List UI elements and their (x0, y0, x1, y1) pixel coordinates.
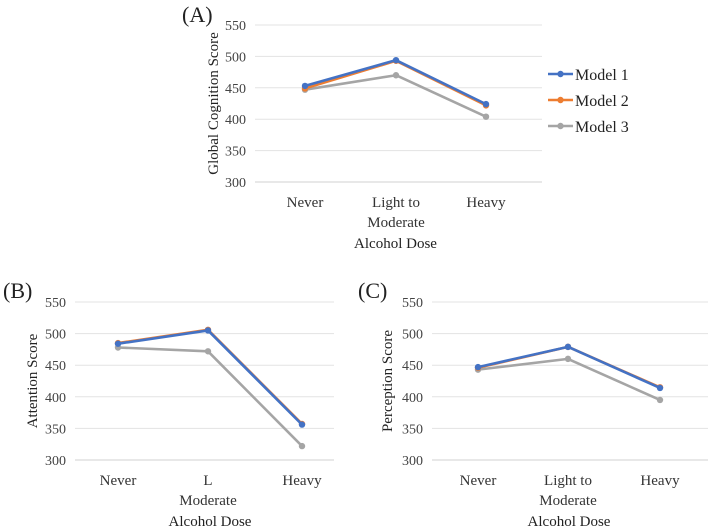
panel-b-data-point-model-1 (114, 340, 122, 347)
panel-a-data-point-model-1 (301, 82, 309, 90)
panel-c-x-tick-label: Light to (544, 473, 592, 489)
panel-b-x-tick-label: Never (100, 473, 137, 489)
panel-b-x-axis-title: Alcohol Dose (169, 514, 252, 530)
panel-c-y-tick-label: 450 (402, 359, 423, 374)
panel-a-x-tick-label: Moderate (367, 215, 425, 231)
panel-b-x-tick-label: Heavy (282, 473, 322, 489)
panel-b-x-tick-label: L (203, 473, 212, 489)
legend-marker-model-2 (557, 96, 564, 104)
panel-a-x-axis-title: Alcohol Dose (354, 236, 437, 252)
panel-b-y-tick-label: 550 (45, 296, 66, 311)
panel-b-y-tick-label: 350 (45, 422, 66, 437)
panel-a-series-line-model-2 (304, 59, 487, 107)
panel-b-data-point-model-3 (298, 442, 306, 450)
panel-a-data-point-model-3 (392, 72, 400, 79)
panel-b-y-tick-label: 300 (45, 454, 66, 469)
panel-a-y-tick-label: 450 (225, 82, 246, 97)
panel-b-data-point-model-3 (204, 348, 212, 355)
panel-c-label: (C) (358, 278, 387, 303)
panel-b-series-line-model-2 (117, 328, 303, 425)
chart-panel-c: (C) 300 350 400 450 500 550 Never Light to Modera… (358, 278, 708, 530)
panel-a-y-tick-label: 350 (225, 145, 246, 160)
chart-panel-a: (A) 300 350 400 450 500 550 Never Light to Modera… (182, 2, 629, 252)
panel-c-data-point-model-3 (656, 396, 664, 404)
panel-c-x-axis-title: Alcohol Dose (528, 514, 611, 530)
panel-c-x-tick-label: Never (460, 473, 497, 489)
panel-a-data-point-model-1 (392, 56, 400, 64)
panel-b-y-axis-title: Attention Score (25, 333, 41, 428)
panel-a-series-line-model-1 (304, 58, 487, 106)
panel-c-y-tick-label: 500 (402, 328, 423, 343)
panel-b-series-line-model-1 (117, 329, 303, 426)
panel-a-y-tick-label: 400 (225, 113, 246, 128)
legend-marker-model-1 (557, 70, 564, 78)
panel-a-x-tick-label: Never (287, 195, 324, 211)
panel-a-label: (A) (182, 2, 213, 27)
panel-a-data-point-model-3 (482, 113, 490, 120)
legend-marker-model-3 (557, 122, 564, 130)
panel-a-x-tick-label: Heavy (466, 195, 506, 211)
panel-b-x-tick-label: Moderate (179, 493, 237, 509)
panel-c-y-tick-label: 350 (402, 422, 423, 437)
panel-b-data-point-model-1 (298, 421, 306, 428)
panel-c-data-point-model-1 (656, 384, 664, 392)
panel-a-y-tick-label: 300 (225, 176, 246, 191)
panel-a-y-tick-label: 500 (225, 50, 246, 65)
panel-b-y-tick-label: 450 (45, 359, 66, 374)
panel-c-y-axis-title: Perception Score (380, 330, 396, 432)
panel-b-data-point-model-1 (204, 327, 212, 334)
panel-c-y-tick-label: 550 (402, 296, 423, 311)
panel-b-label: (B) (3, 278, 32, 303)
panel-b-y-tick-label: 400 (45, 391, 66, 406)
chart-panel-b: (B) 300 350 400 450 500 550 Never L Moderate Heavy… (3, 278, 334, 530)
panel-a-x-tick-label: Light to (372, 195, 420, 211)
legend-label-model-3: Model 3 (575, 119, 629, 136)
panel-a-y-axis-title: Global Cognition Score (206, 32, 222, 175)
legend-label-model-2: Model 2 (575, 93, 629, 110)
legend-label-model-1: Model 1 (575, 67, 629, 84)
panel-c-data-point-model-1 (474, 363, 482, 371)
panel-a-y-tick-label: 550 (225, 19, 246, 34)
panel-a-data-point-model-1 (482, 100, 490, 108)
panel-c-y-tick-label: 300 (402, 454, 423, 469)
panel-c-x-tick-label: Moderate (539, 493, 597, 509)
panel-c-data-point-model-3 (564, 355, 572, 363)
panel-c-data-point-model-1 (564, 343, 572, 351)
panel-c-x-tick-label: Heavy (640, 473, 680, 489)
panel-c-y-tick-label: 400 (402, 391, 423, 406)
panel-b-y-tick-label: 500 (45, 328, 66, 343)
